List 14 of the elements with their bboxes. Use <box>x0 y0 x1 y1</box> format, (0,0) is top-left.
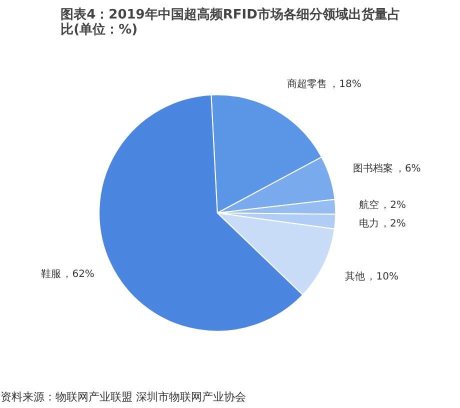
data-label: ，2% <box>380 218 406 230</box>
data-label: ，2% <box>380 200 406 211</box>
data-label: ，10% <box>366 272 398 283</box>
slice-label: 鞋服 <box>41 268 62 280</box>
slice-label: 其他 <box>345 270 366 283</box>
slice-label: 电力 <box>358 217 379 230</box>
data-label: ，18% <box>329 79 362 90</box>
chart-title: 图表4：2019年中国超高频RFID市场各细分领域出货量占比(单位：%) <box>60 6 400 38</box>
data-label: ，62% <box>62 268 94 280</box>
data-label: ，6% <box>394 163 421 174</box>
slice-label: 商超零售 <box>287 78 328 90</box>
slice-label: 图书档案 <box>352 162 393 174</box>
text: 资料来源：物联网产业联盟 深圳市物联网产业协会 <box>0 390 246 404</box>
slice-label: 航空 <box>359 198 380 211</box>
